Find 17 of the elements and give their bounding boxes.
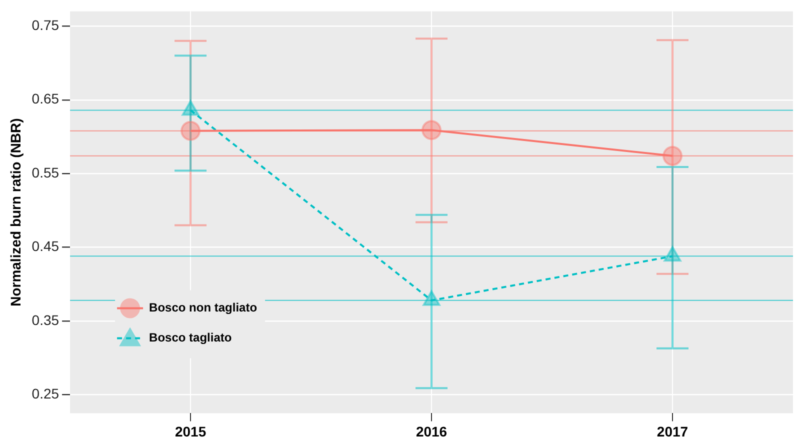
legend-label: Bosco tagliato xyxy=(149,330,232,345)
point xyxy=(422,120,442,140)
legend-label: Bosco non tagliato xyxy=(149,300,258,315)
y-tick-label: 0.45 xyxy=(32,238,60,254)
point xyxy=(662,146,683,166)
x-tick-label: 2017 xyxy=(656,423,688,440)
x-tick-label: 2016 xyxy=(416,423,448,440)
y-tick-label: 0.25 xyxy=(32,386,60,402)
point xyxy=(180,120,201,141)
x-tick-label: 2015 xyxy=(174,423,206,440)
point xyxy=(664,246,682,262)
y-tick-label: 0.75 xyxy=(32,17,60,34)
y-tick-label: 0.55 xyxy=(32,164,60,180)
point xyxy=(422,290,440,306)
y-axis-title: Normalized burn ratio (NBR) xyxy=(7,118,24,306)
y-tick-label: 0.35 xyxy=(32,312,60,328)
y-tick-label: 0.65 xyxy=(32,90,60,107)
